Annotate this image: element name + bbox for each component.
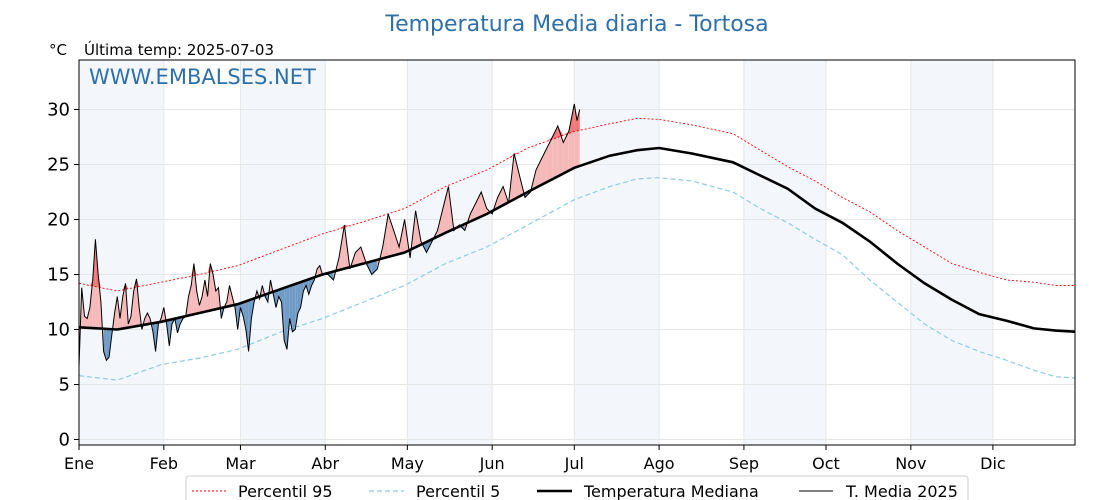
- y-tick-label-15: 15: [47, 265, 70, 286]
- x-axis-ticks: Ene Feb Mar Abr May Jun Jul Ago Sep Oct Nov Dic: [64, 445, 1006, 473]
- x-tick-label-Dic: Dic: [980, 454, 1006, 473]
- fill-above-p95: [546, 137, 553, 142]
- x-tick-label-Feb: Feb: [150, 454, 178, 473]
- y-tick-label-20: 20: [47, 210, 70, 231]
- fill-above-median: [210, 263, 214, 311]
- y-tick-label-0: 0: [59, 430, 70, 451]
- fill-above-median: [388, 214, 394, 257]
- fill-above-median: [514, 153, 520, 200]
- fill-above-median: [147, 313, 151, 325]
- plot-frame: [78, 59, 1076, 446]
- fill-above-median: [481, 192, 487, 217]
- fill-above-median: [497, 186, 504, 209]
- x-tick-label-Ene: Ene: [64, 454, 94, 473]
- fill-below-median: [308, 278, 312, 295]
- fill-above-median: [144, 313, 148, 325]
- fill-above-median: [87, 307, 90, 328]
- month-bands: [79, 60, 993, 445]
- watermark: WWW.EMBALSES.NET: [89, 65, 316, 89]
- series-lines: [78, 103, 1076, 381]
- fill-above-median: [191, 263, 194, 315]
- month-band-Jul: [574, 60, 660, 445]
- fill-below-median: [278, 288, 282, 302]
- fill-above-median: [114, 296, 118, 330]
- x-tick-label-Nov: Nov: [895, 454, 926, 473]
- fill-above-median: [338, 225, 345, 271]
- y-axis-ticks: 0 5 10 15 20 25 30: [47, 100, 79, 451]
- fill-above-median: [133, 278, 137, 327]
- fill-above-median: [213, 274, 216, 310]
- x-tick-label-Mar: Mar: [225, 454, 256, 473]
- p95-line: [78, 117, 1075, 292]
- fill-below-median: [106, 328, 110, 361]
- fill-above-median: [204, 280, 208, 312]
- month-band-Nov: [910, 60, 993, 445]
- fill-above-median: [470, 203, 476, 222]
- fill-above-median: [84, 316, 88, 328]
- month-band-Ene: [79, 60, 164, 445]
- fill-above-median: [98, 274, 101, 329]
- legend-p95-label: Percentil 95: [238, 482, 333, 500]
- p5-line: [78, 177, 1076, 381]
- fill-below-median: [297, 282, 301, 313]
- fill-above-p95: [577, 109, 580, 131]
- x-tick-label-Ago: Ago: [644, 454, 675, 473]
- fill-above-median: [215, 287, 219, 310]
- fill-below-median: [295, 283, 298, 330]
- legend: Percentil 95 Percentil 5 Temperatura Med…: [185, 475, 969, 500]
- legend-frame: [185, 475, 969, 500]
- fill-above-median: [393, 230, 400, 256]
- chart-title: Temperatura Media diaria - Tortosa: [384, 12, 768, 37]
- fill-above-median: [563, 131, 569, 174]
- y-tick-label-30: 30: [47, 100, 70, 121]
- x-tick-label-Abr: Abr: [311, 454, 339, 473]
- last-temp-label: Última temp: 2025-07-03: [84, 40, 274, 59]
- fill-below-median: [303, 280, 307, 291]
- fill-below-median: [371, 259, 378, 275]
- fill-below-median: [245, 300, 249, 352]
- month-band-Sep: [743, 60, 826, 445]
- fill-above-median: [111, 313, 115, 335]
- media2025-line: [78, 103, 581, 367]
- month-band-May: [407, 60, 493, 445]
- legend-media2025-label: T. Media 2025: [845, 482, 958, 500]
- y-tick-label-10: 10: [47, 320, 70, 341]
- median-line: [78, 146, 1076, 333]
- fill-below-median: [243, 301, 246, 330]
- x-tick-label-Jul: Jul: [564, 454, 584, 473]
- fill-above-median: [442, 186, 449, 235]
- fill-below-median: [292, 284, 296, 332]
- fill-above-median: [193, 263, 197, 315]
- fill-above-p95: [563, 131, 569, 136]
- x-tick-label-May: May: [391, 454, 424, 473]
- x-tick-label-Jun: Jun: [479, 454, 505, 473]
- y-tick-label-5: 5: [59, 375, 70, 396]
- fill-above-median: [199, 296, 203, 313]
- fill-below-median: [286, 285, 290, 350]
- legend-p5-label: Percentil 5: [416, 482, 500, 500]
- fill-above-median: [535, 159, 542, 188]
- fill-above-median: [552, 126, 558, 180]
- x-tick-label-Oct: Oct: [812, 454, 840, 473]
- y-tick-label-25: 25: [47, 155, 70, 176]
- month-band-Mar: [240, 60, 326, 445]
- x-tick-label-Sep: Sep: [729, 454, 759, 473]
- fill-above-median: [546, 137, 553, 183]
- unit-label: °C: [49, 41, 67, 59]
- fill-above-median: [475, 192, 482, 219]
- legend-median-label: Temperatura Mediana: [583, 482, 759, 500]
- fill-above-p95: [338, 225, 345, 229]
- fill-above-median: [188, 285, 192, 316]
- fill-below-median: [284, 286, 287, 350]
- fill-above-median: [229, 285, 233, 307]
- fill-above-median: [202, 280, 205, 313]
- fill-above-median: [89, 280, 93, 329]
